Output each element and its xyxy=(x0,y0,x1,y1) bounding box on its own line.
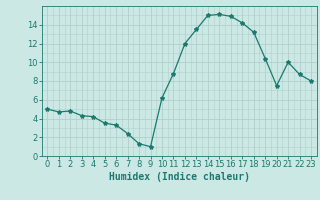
X-axis label: Humidex (Indice chaleur): Humidex (Indice chaleur) xyxy=(109,172,250,182)
